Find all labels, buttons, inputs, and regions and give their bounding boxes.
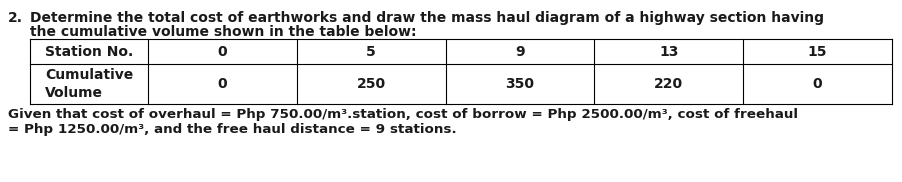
- Text: 350: 350: [505, 77, 534, 91]
- Text: the cumulative volume shown in the table below:: the cumulative volume shown in the table…: [30, 25, 416, 39]
- Text: = Php 1250.00/m³, and the free haul distance = 9 stations.: = Php 1250.00/m³, and the free haul dist…: [8, 123, 456, 136]
- Text: 0: 0: [812, 77, 822, 91]
- Text: 0: 0: [217, 45, 227, 58]
- Text: 9: 9: [515, 45, 524, 58]
- Text: 5: 5: [366, 45, 375, 58]
- Text: 220: 220: [654, 77, 683, 91]
- Text: Station No.: Station No.: [45, 45, 133, 58]
- Text: 13: 13: [658, 45, 677, 58]
- Text: Determine the total cost of earthworks and draw the mass haul diagram of a highw: Determine the total cost of earthworks a…: [30, 11, 824, 25]
- Text: 0: 0: [217, 77, 227, 91]
- Text: 15: 15: [807, 45, 826, 58]
- Text: 250: 250: [356, 77, 385, 91]
- Text: Cumulative
Volume: Cumulative Volume: [45, 68, 133, 100]
- Text: 2.: 2.: [8, 11, 23, 25]
- Text: Given that cost of overhaul = Php 750.00/m³.station, cost of borrow = Php 2500.0: Given that cost of overhaul = Php 750.00…: [8, 108, 797, 121]
